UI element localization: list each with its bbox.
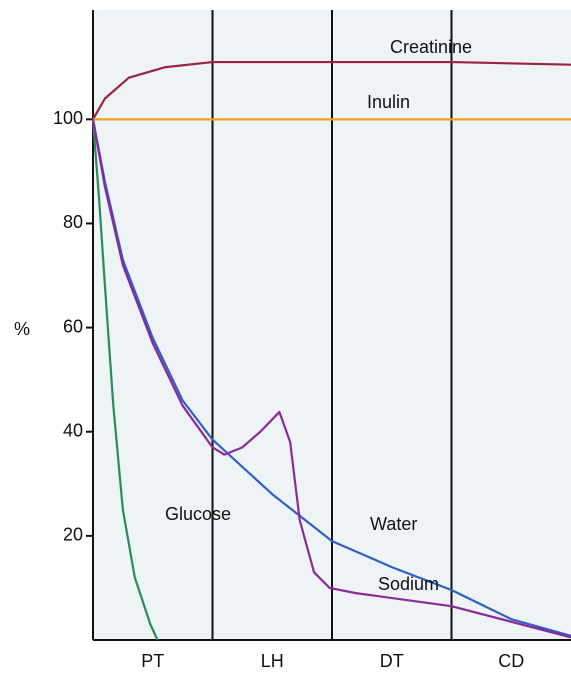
x-tick-label: DT bbox=[380, 651, 404, 671]
y-tick-label: 20 bbox=[63, 525, 83, 545]
series-line bbox=[92, 60, 571, 120]
series-line bbox=[91, 119, 159, 641]
y-tick-label: 80 bbox=[63, 212, 83, 232]
x-tick-label: PT bbox=[141, 651, 164, 671]
x-tick-label: LH bbox=[261, 651, 284, 671]
series-label: Creatinine bbox=[390, 37, 472, 57]
series-label: Water bbox=[370, 514, 417, 534]
series-label: Glucose bbox=[165, 504, 231, 524]
series-label: Inulin bbox=[367, 92, 410, 112]
y-tick-label: 60 bbox=[63, 316, 83, 336]
series-line bbox=[91, 119, 571, 639]
x-tick-label: CD bbox=[498, 651, 524, 671]
y-tick-label: 40 bbox=[63, 420, 83, 440]
y-axis-label: % bbox=[14, 319, 30, 339]
series-label: Sodium bbox=[378, 574, 439, 594]
y-tick-label: 100 bbox=[53, 108, 83, 128]
series-line bbox=[91, 119, 571, 637]
